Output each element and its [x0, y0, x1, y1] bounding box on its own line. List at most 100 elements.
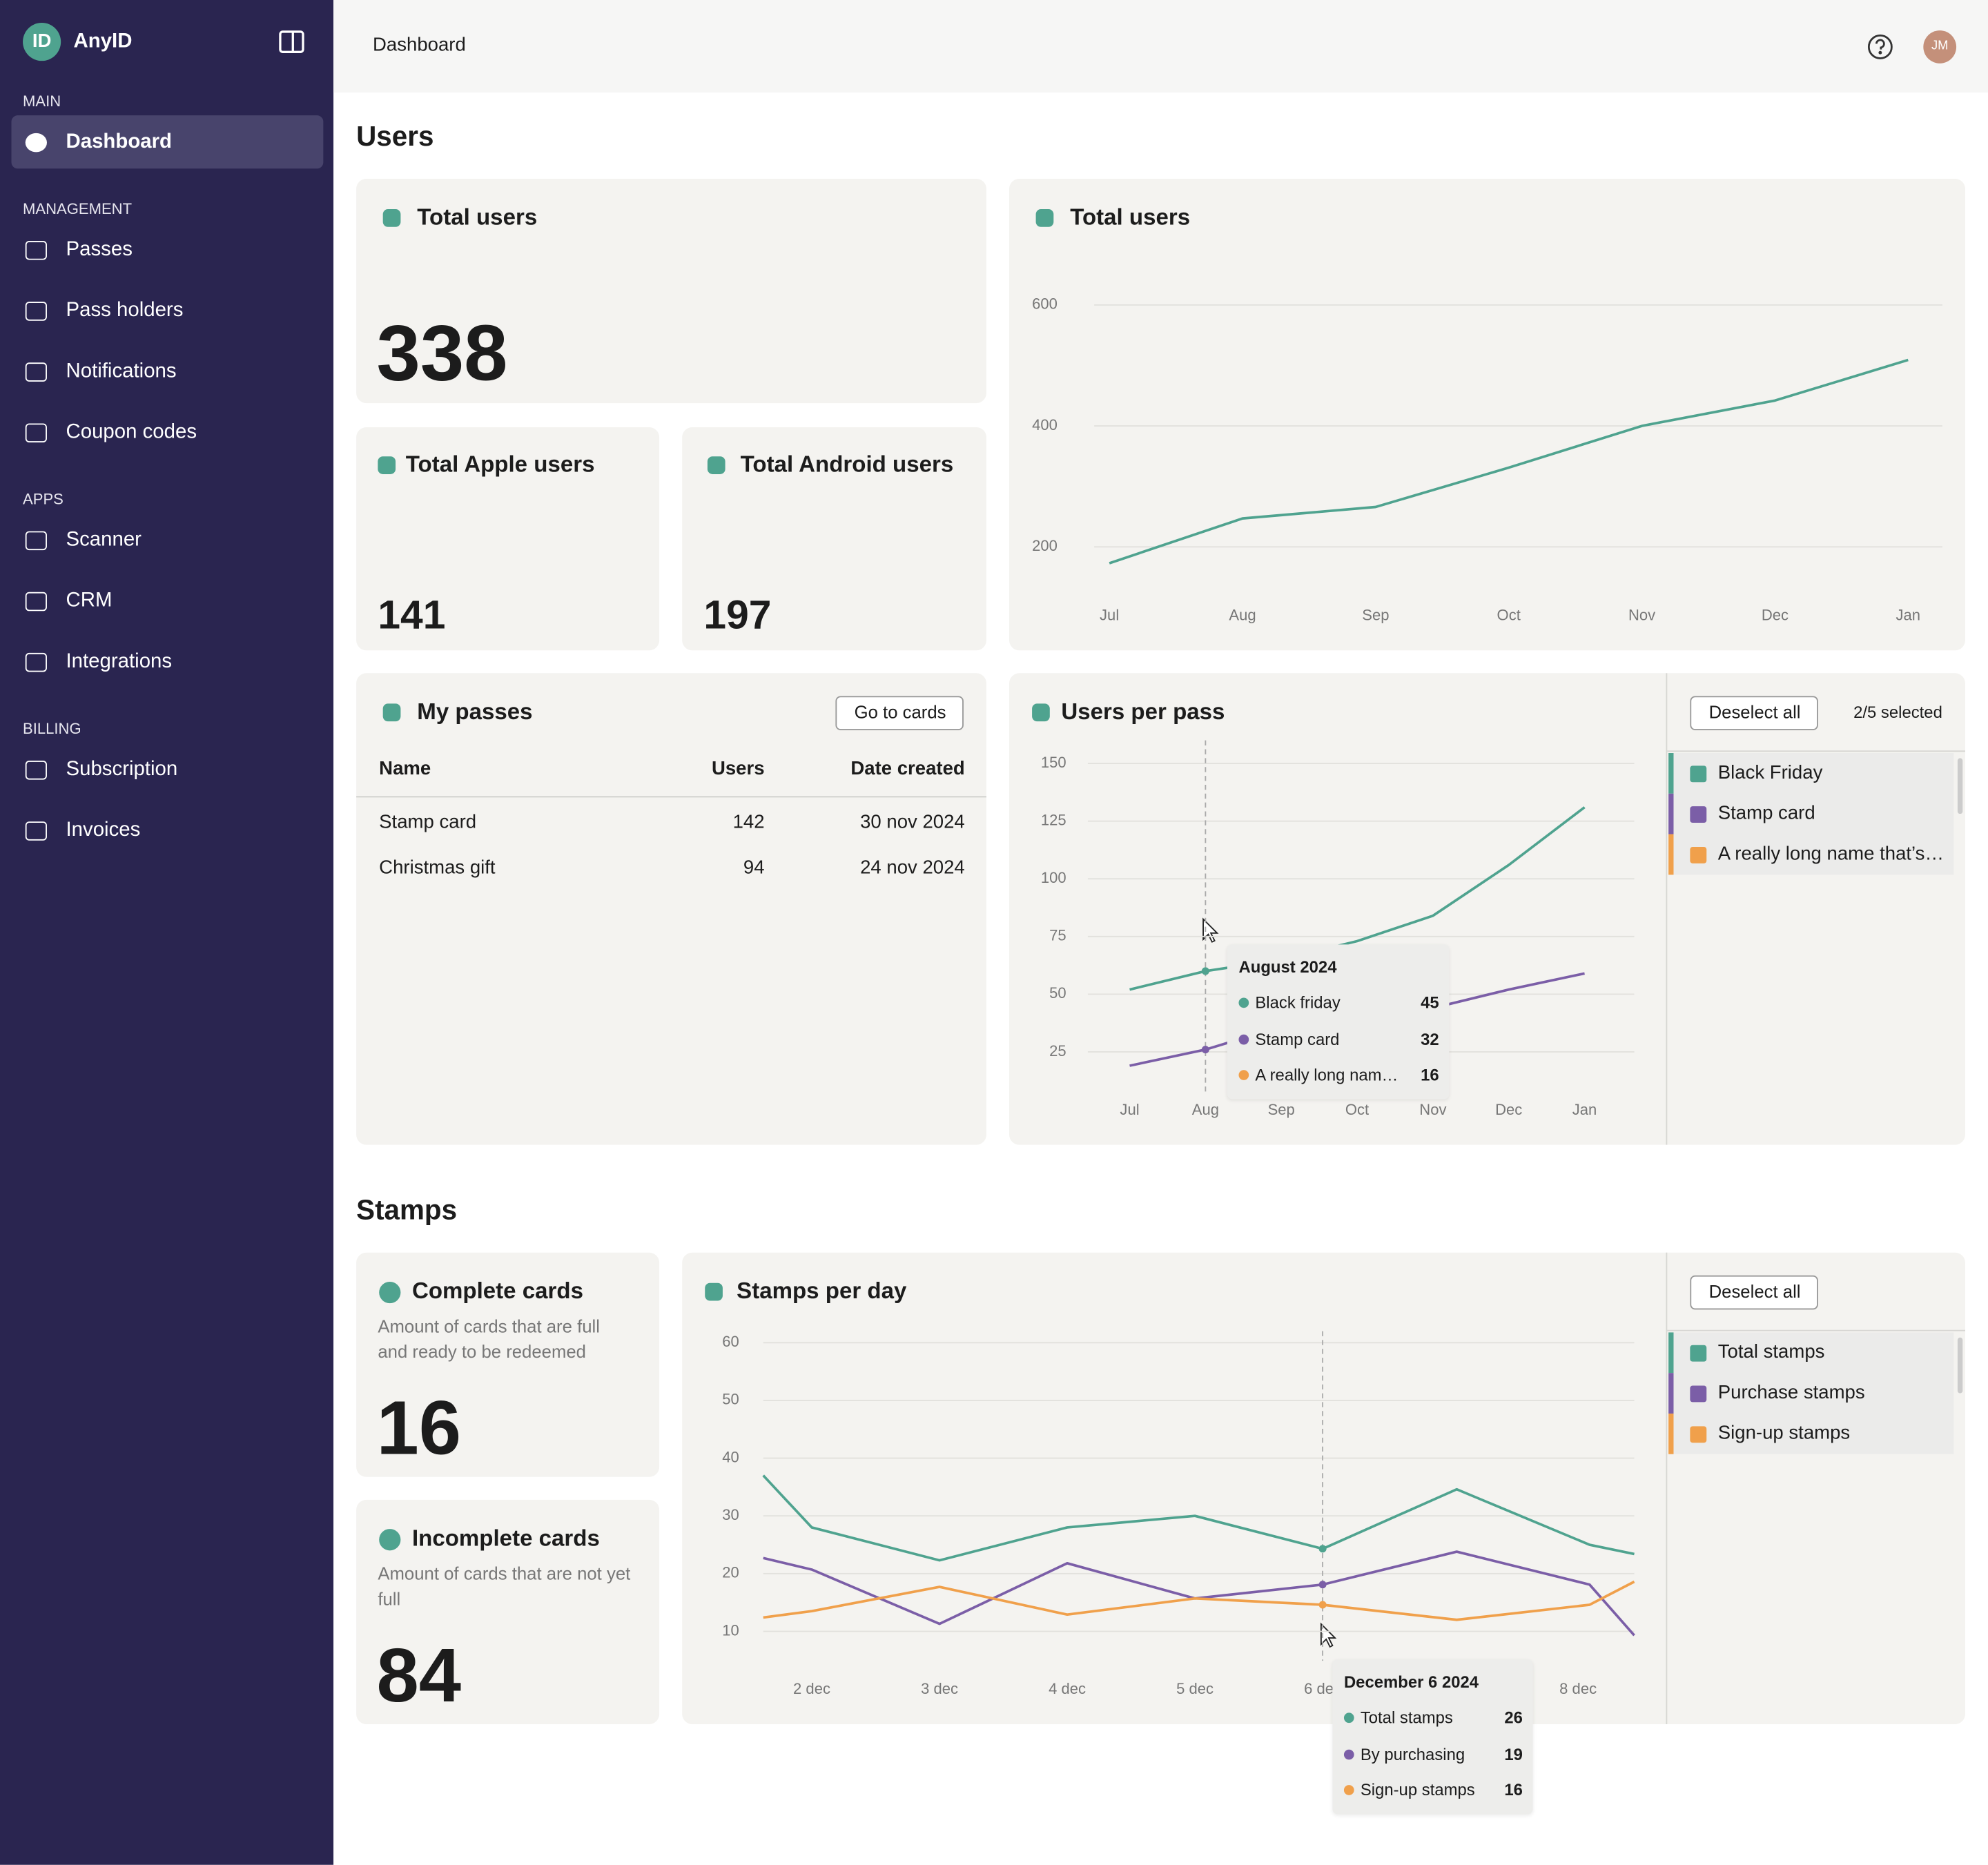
button[interactable]: [1690, 1275, 1818, 1310]
tooltip-value: 16: [1421, 1065, 1439, 1084]
y-tick-label: 125: [1041, 811, 1066, 828]
nav-active: [11, 115, 324, 169]
tooltip-dot: [1238, 997, 1249, 1008]
nav-item[interactable]: Dashboard: [66, 130, 173, 153]
card: [356, 1499, 660, 1724]
icon: [379, 1281, 401, 1304]
nav-section: BILLING: [23, 719, 81, 738]
y-tick-label: 400: [1032, 416, 1058, 433]
nav-item[interactable]: Pass holders: [66, 300, 184, 322]
icon: [1032, 703, 1050, 722]
x-tick-label: Jul: [1100, 606, 1119, 623]
legend-color: [1668, 793, 1674, 834]
table-divider: [356, 796, 986, 798]
card-description: Amount of cards that are full and ready …: [378, 1316, 600, 1362]
tooltip-title: August 2024: [1238, 957, 1337, 977]
legend-list: [1668, 1332, 1954, 1454]
legend-label[interactable]: Sign-up stamps: [1717, 1422, 1851, 1445]
tooltip-label: Black friday: [1255, 993, 1341, 1013]
checkbox[interactable]: [1690, 1385, 1707, 1403]
hover-dot: [1318, 1581, 1327, 1589]
topbar: [333, 0, 1988, 93]
tooltip: [1332, 1659, 1533, 1814]
card-title: My passes: [417, 699, 533, 725]
card-description: Amount of cards that are not yet full: [378, 1563, 631, 1609]
x-tick-label: Dec: [1495, 1101, 1522, 1118]
tooltip-value: 19: [1504, 1744, 1523, 1764]
x-tick-label: Aug: [1192, 1101, 1219, 1118]
button[interactable]: [1690, 696, 1818, 730]
icon: [378, 456, 396, 474]
avatar[interactable]: [1923, 30, 1957, 64]
x-tick-label: Aug: [1229, 606, 1256, 623]
checkbox[interactable]: [1690, 806, 1707, 823]
nav-item[interactable]: Notifications: [66, 360, 177, 382]
nav-item[interactable]: CRM: [66, 589, 113, 612]
nav-section: APPS: [23, 490, 64, 509]
nav-item[interactable]: Integrations: [66, 650, 173, 673]
legend-color: [1668, 1373, 1674, 1414]
nav-icon: [25, 531, 47, 551]
nav-icon: [25, 592, 47, 612]
scrollbar: [1957, 758, 1963, 814]
tooltip-value: 32: [1421, 1028, 1439, 1048]
card-title: Total users: [417, 204, 538, 230]
x-tick-label: 4 dec: [1049, 1680, 1086, 1697]
card: [356, 178, 986, 404]
icon: [382, 703, 401, 722]
card: [1009, 673, 1965, 1145]
x-tick-label: 8 dec: [1559, 1680, 1597, 1697]
x-tick-label: Jan: [1896, 606, 1921, 623]
button[interactable]: [835, 696, 964, 730]
card-title: Stamps per day: [737, 1278, 907, 1304]
x-tick-label: Dec: [1762, 606, 1789, 623]
nav-item[interactable]: Subscription: [66, 759, 178, 781]
checkbox[interactable]: [1690, 1345, 1707, 1362]
x-tick-label: Oct: [1497, 606, 1521, 623]
card: [356, 673, 986, 1145]
line-series: [1109, 358, 1909, 565]
tooltip: [1227, 944, 1450, 1099]
nav-item[interactable]: Invoices: [66, 819, 141, 841]
help-icon[interactable]: [1867, 35, 1893, 59]
avatar-text: JM: [1931, 39, 1949, 54]
y-tick-label: 600: [1032, 295, 1058, 313]
nav-item[interactable]: Passes: [66, 239, 133, 261]
legend-label[interactable]: Total stamps: [1717, 1341, 1825, 1363]
checkbox[interactable]: [1690, 765, 1707, 783]
table-header: Users: [711, 758, 765, 780]
card-title: Total Apple users: [405, 451, 595, 477]
table-header: Name: [379, 758, 431, 780]
x-tick-label: Nov: [1628, 606, 1655, 623]
button-label[interactable]: Deselect all: [1708, 701, 1801, 723]
nav-item[interactable]: Scanner: [66, 529, 142, 551]
card: [682, 1252, 1965, 1724]
icon: [382, 209, 401, 227]
tooltip-label: By purchasing: [1360, 1744, 1465, 1764]
tooltip-dot: [1238, 1070, 1249, 1080]
table-cell: Christmas gift: [379, 857, 496, 879]
legend-label[interactable]: A really long name that’s…: [1717, 843, 1945, 865]
tooltip-label: A really long nam…: [1255, 1065, 1399, 1084]
legend-label[interactable]: Stamp card: [1717, 802, 1815, 824]
x-tick-label: 2 dec: [793, 1680, 830, 1697]
panel-icon[interactable]: [279, 30, 304, 53]
tooltip-label: Total stamps: [1360, 1708, 1453, 1728]
nav-item[interactable]: Coupon codes: [66, 421, 197, 443]
button-label[interactable]: Deselect all: [1708, 1281, 1801, 1302]
legend-label[interactable]: Purchase stamps: [1717, 1382, 1865, 1404]
checkbox[interactable]: [1690, 1426, 1707, 1443]
tooltip-value: 45: [1421, 993, 1439, 1013]
line-series: [762, 1474, 1635, 1562]
button-label[interactable]: Go to cards: [854, 701, 946, 723]
checkbox[interactable]: [1690, 846, 1707, 863]
legend-label[interactable]: Black Friday: [1717, 761, 1823, 784]
logo-text: ID: [32, 30, 52, 52]
card-title: Total Android users: [740, 451, 954, 477]
line-series: [763, 1550, 1635, 1637]
legend-list: [1668, 753, 1954, 875]
card-title: Users per pass: [1061, 699, 1225, 725]
tooltip-value: 26: [1504, 1708, 1523, 1728]
table-cell: 30 nov 2024: [860, 811, 965, 833]
